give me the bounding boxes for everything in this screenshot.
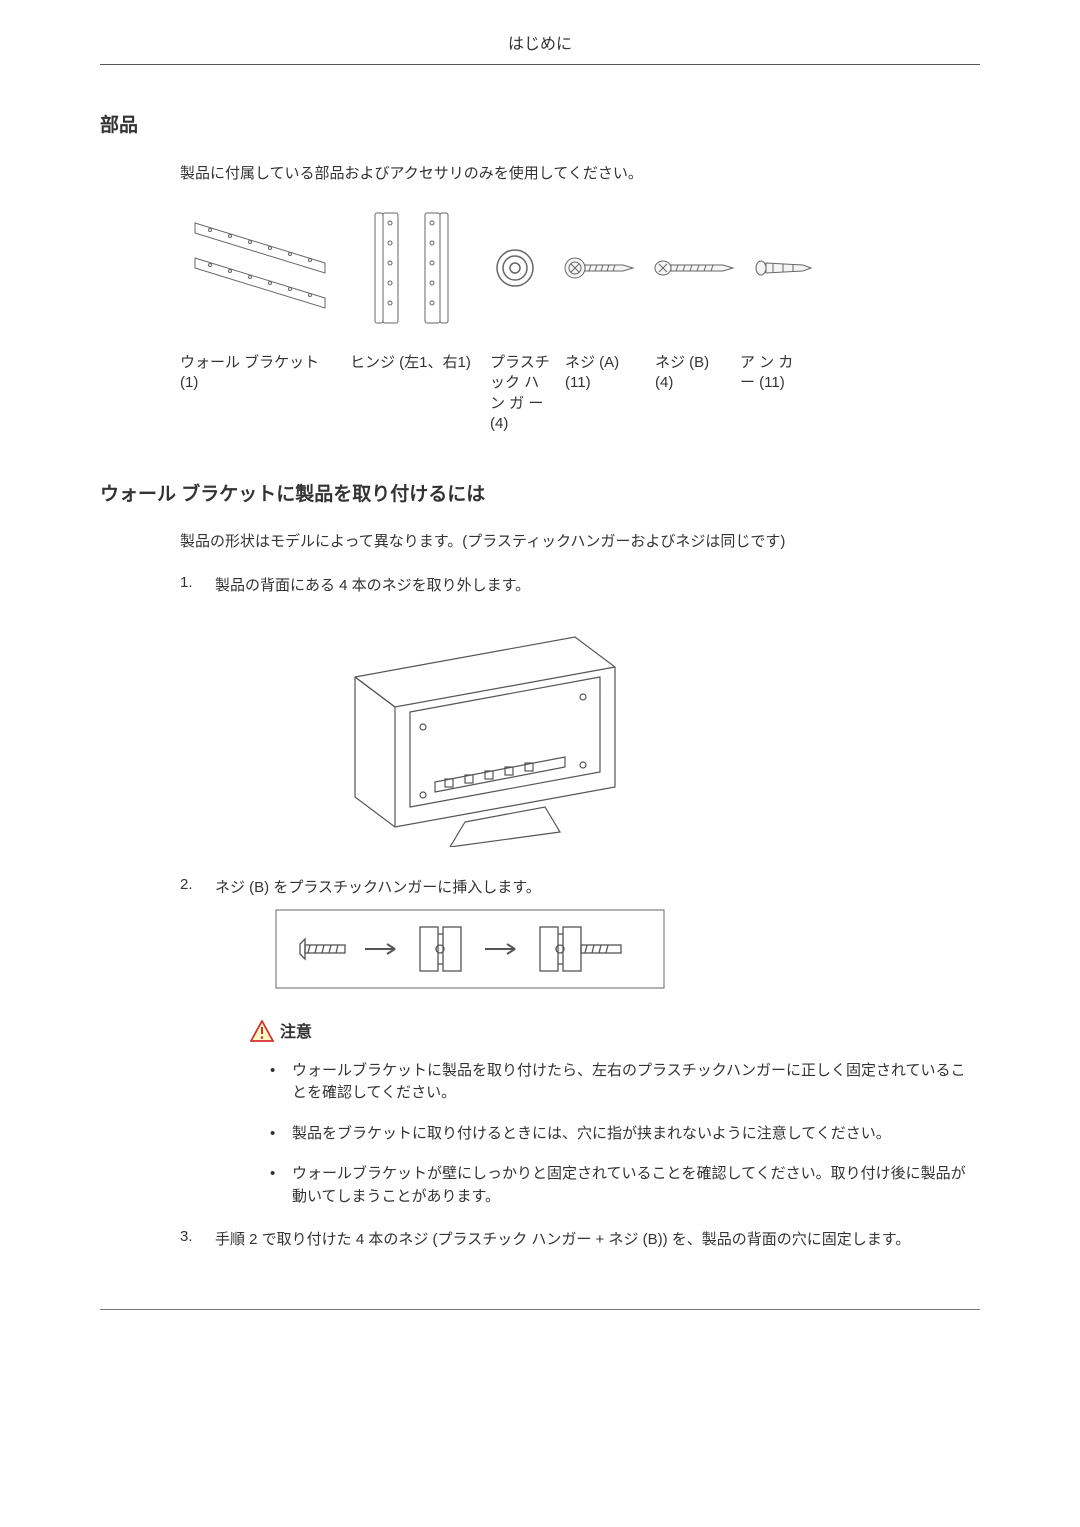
step2-image [275,909,980,993]
tv-back-icon [315,607,655,847]
part-screw-a [560,203,640,341]
part-anchor [750,203,820,341]
part-label: ア ン カ ー (11) [740,353,825,394]
step-3: 手順 2 で取り付けた 4 本のネジ (プラスチック ハンガー + ネジ (B)… [180,1228,980,1249]
caution-item: ウォールブラケットに製品を取り付けたら、左右のプラスチックハンガーに正しく固定さ… [270,1060,980,1105]
page-header: はじめに [100,30,980,65]
anchor-icon [753,253,818,283]
caution-header: 注意 [250,1018,980,1042]
step-text: ネジ (B) をプラスチックハンガーに挿入します。 [215,879,541,896]
install-intro: 製品の形状はモデルによって異なります。(プラスティックハンガーおよびネジは同じで… [180,531,980,554]
screw-hanger-icon [275,909,665,989]
hinge-icon [365,203,465,333]
parts-heading: 部品 [100,110,980,137]
footer-rule [100,1309,980,1310]
steps-list: 製品の背面にある 4 本のネジを取り外します。 [180,574,980,1250]
part-label: ネジ (A) (11) [565,353,655,394]
part-label: ヒンジ (左1、右1) [350,353,490,373]
wall-bracket-icon [185,203,345,333]
caution-block: 注意 ウォールブラケットに製品を取り付けたら、左右のプラスチックハンガーに正しく… [250,1018,980,1209]
parts-intro: 製品に付属している部品およびアクセサリのみを使用してください。 [180,162,980,183]
step-text: 製品の背面にある 4 本のネジを取り外します。 [215,577,530,594]
install-heading: ウォール ブラケットに製品を取り付けるには [100,479,980,506]
step1-image [315,607,980,851]
caution-item: 製品をブラケットに取り付けるときには、穴に指が挟まれないように注意してください。 [270,1123,980,1146]
caution-label: 注意 [280,1018,312,1042]
screw-b-icon [653,251,738,286]
warning-icon [250,1020,274,1042]
caution-list: ウォールブラケットに製品を取り付けたら、左右のプラスチックハンガーに正しく固定さ… [250,1060,980,1209]
part-label: ウォール ブラケット (1) [180,353,350,394]
part-label: ネジ (B) (4) [655,353,740,394]
part-wall-bracket [180,203,350,341]
part-hinge [360,203,470,341]
caution-item: ウォールブラケットが壁にしっかりと固定されていることを確認してください。取り付け… [270,1163,980,1208]
part-plastic-hanger [480,203,550,341]
parts-labels-row: ウォール ブラケット (1) ヒンジ (左1、右1) プラスチ ック ハ ン ガ… [180,353,980,434]
step-1: 製品の背面にある 4 本のネジを取り外します。 [180,574,980,851]
step-2: ネジ (B) をプラスチックハンガーに挿入します。 [180,876,980,1209]
install-content: 製品の形状はモデルによって異なります。(プラスティックハンガーおよびネジは同じで… [180,531,980,1249]
parts-content: 製品に付属している部品およびアクセサリのみを使用してください。 [180,162,980,434]
part-label: プラスチ ック ハ ン ガ ー (4) [490,353,565,434]
parts-images-row [180,203,980,341]
part-screw-b [650,203,740,341]
step-text: 手順 2 で取り付けた 4 本のネジ (プラスチック ハンガー + ネジ (B)… [215,1231,910,1248]
plastic-hanger-icon [485,243,545,293]
header-title: はじめに [508,36,572,53]
screw-a-icon [563,248,638,288]
